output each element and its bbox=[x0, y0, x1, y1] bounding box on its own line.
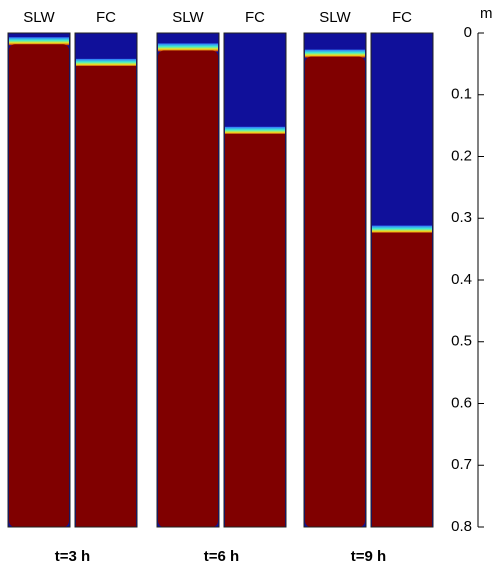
panel-border bbox=[156, 32, 220, 528]
y-tick-label: 0.4 bbox=[451, 271, 472, 288]
y-tick-label: 0.1 bbox=[451, 86, 472, 103]
panel-border bbox=[370, 32, 434, 528]
lower-layer bbox=[305, 56, 365, 528]
y-tick-label: 0.7 bbox=[451, 456, 472, 473]
panel-title: FC bbox=[392, 9, 412, 26]
panel-border bbox=[7, 32, 71, 528]
panel-title: FC bbox=[96, 9, 116, 26]
panel-title: SLW bbox=[172, 9, 204, 26]
panel-border bbox=[74, 32, 138, 528]
lower-layer bbox=[76, 65, 136, 527]
front-band bbox=[225, 126, 285, 135]
front-band bbox=[372, 225, 432, 234]
front-band bbox=[158, 43, 218, 52]
y-tick-label: 0.5 bbox=[451, 333, 472, 350]
panel-border bbox=[223, 32, 287, 528]
panel-title: FC bbox=[245, 9, 265, 26]
y-tick-label: 0.2 bbox=[451, 147, 472, 164]
axis-unit: m bbox=[480, 5, 493, 22]
front-band bbox=[305, 49, 365, 58]
front-band bbox=[76, 58, 136, 67]
y-tick-label: 0 bbox=[464, 24, 472, 41]
lower-layer bbox=[225, 133, 285, 528]
time-label: t=6 h bbox=[204, 548, 239, 565]
lower-layer bbox=[9, 44, 69, 527]
front-band bbox=[9, 37, 69, 46]
panel-title: SLW bbox=[319, 9, 351, 26]
lower-layer bbox=[158, 50, 218, 527]
panel-title: SLW bbox=[23, 9, 55, 26]
panel-border bbox=[303, 32, 367, 528]
y-tick-label: 0.3 bbox=[451, 209, 472, 226]
lower-layer bbox=[372, 232, 432, 527]
time-label: t=9 h bbox=[351, 548, 386, 565]
y-tick-label: 0.6 bbox=[451, 394, 472, 411]
y-tick-label: 0.8 bbox=[451, 518, 472, 535]
time-label: t=3 h bbox=[55, 548, 90, 565]
